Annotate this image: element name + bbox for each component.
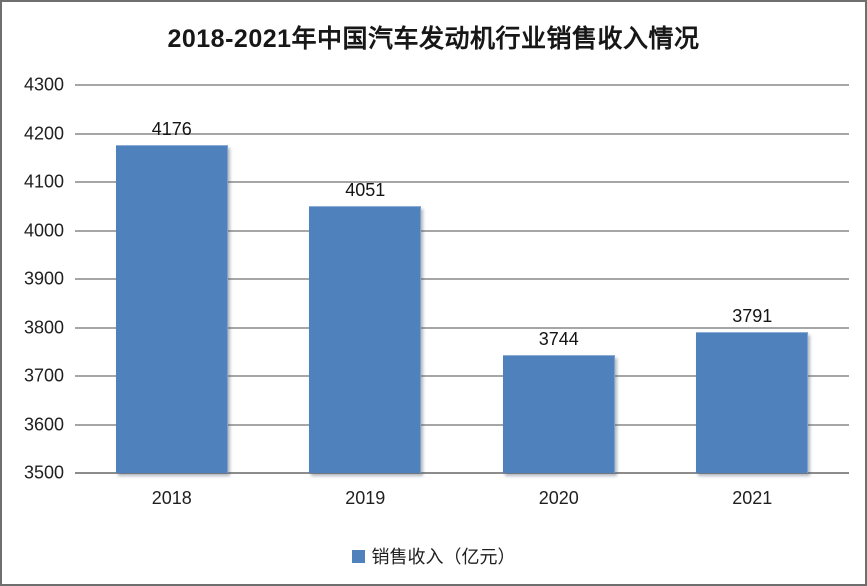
- bar-slots: 4176 4051 3744 3791: [75, 85, 849, 473]
- bar-value-label: 3744: [538, 328, 579, 349]
- gridline: [75, 375, 849, 377]
- bar-slot: 4051: [269, 85, 463, 473]
- bar: [309, 205, 422, 473]
- gridline: [75, 326, 849, 329]
- bar-slot: 3744: [462, 85, 656, 473]
- y-tick-label: 4000: [23, 220, 64, 240]
- plot-area: 4176 4051 3744 3791: [75, 84, 849, 474]
- gridline: [75, 132, 849, 135]
- gridline: [75, 84, 849, 86]
- legend-marker-icon: [351, 549, 365, 563]
- y-tick-label: 3700: [23, 365, 64, 386]
- chart-title: 2018-2021年中国汽车发动机行业销售收入情况: [167, 25, 700, 53]
- bar: [696, 331, 809, 473]
- y-tick-label: 4100: [23, 171, 64, 192]
- x-tick-label: 2019: [345, 488, 386, 508]
- x-axis: 2018 2019 2020 2021: [75, 488, 849, 509]
- legend-label: 销售收入（亿元）: [371, 547, 516, 567]
- x-tick-label: 2021: [732, 488, 773, 508]
- bar-slot: 3791: [656, 85, 850, 473]
- gridline: [75, 278, 849, 280]
- bar: [115, 145, 228, 473]
- y-tick-label: 4200: [23, 123, 64, 143]
- gridline: [75, 229, 849, 232]
- y-tick-label: 3500: [23, 462, 64, 483]
- gridline: [75, 472, 849, 474]
- x-tick-label: 2018: [151, 488, 192, 508]
- bar-value-label: 4051: [345, 179, 386, 200]
- gridline: [75, 423, 849, 426]
- y-tick-label: 3600: [23, 414, 64, 434]
- x-tick-label: 2020: [538, 488, 579, 508]
- bar-slot: 4176: [75, 85, 269, 473]
- legend: 销售收入（亿元）: [2, 543, 865, 569]
- gridline: [75, 181, 849, 183]
- bar: [502, 354, 615, 473]
- y-tick-label: 3800: [23, 317, 64, 337]
- bar-value-label: 4176: [151, 119, 192, 140]
- y-axis: 4300 4200 4100 4000 3900 3800 3700 3600 3500: [2, 75, 64, 483]
- y-tick-label: 4300: [23, 74, 64, 95]
- y-tick-label: 3900: [23, 268, 64, 289]
- bar-value-label: 3791: [732, 305, 773, 326]
